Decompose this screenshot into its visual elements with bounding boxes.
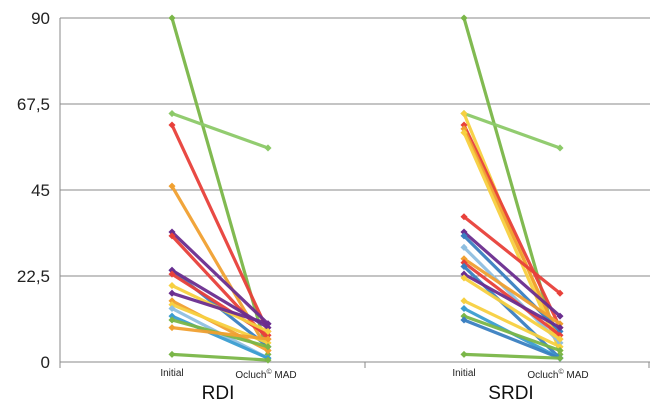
series-line xyxy=(462,111,562,150)
data-point xyxy=(168,121,176,129)
data-point xyxy=(460,262,468,270)
series-line xyxy=(170,352,270,362)
data-point xyxy=(460,243,468,251)
data-point xyxy=(460,316,468,324)
data-point xyxy=(264,343,272,351)
data-point xyxy=(556,144,564,152)
series-line xyxy=(462,318,562,360)
data-point xyxy=(168,289,176,297)
data-point xyxy=(168,270,176,278)
x-label-initial: Initial xyxy=(452,368,475,379)
data-point xyxy=(460,304,468,313)
data-point xyxy=(168,266,176,274)
series-line xyxy=(170,326,270,341)
x-label-ocluch-mad: Ocluch© MAD xyxy=(527,368,588,381)
data-point xyxy=(264,320,272,328)
data-point xyxy=(264,144,272,152)
group-label: SRDI xyxy=(488,383,533,404)
data-point xyxy=(168,312,176,320)
series-line xyxy=(462,257,562,326)
x-label-ocluch: Ocluch xyxy=(235,370,266,381)
data-point xyxy=(556,354,564,362)
x-label-initial: Initial xyxy=(160,368,183,379)
data-point xyxy=(556,335,564,343)
data-point xyxy=(168,301,176,309)
series-line xyxy=(462,123,562,330)
data-point xyxy=(556,346,564,355)
data-point xyxy=(264,346,272,355)
data-point xyxy=(460,125,468,133)
data-point xyxy=(168,282,176,290)
series-line xyxy=(462,261,562,337)
data-point xyxy=(460,270,468,278)
data-point xyxy=(460,213,468,221)
data-point xyxy=(168,182,176,190)
data-point xyxy=(264,356,272,364)
series-line xyxy=(170,111,270,150)
x-label-ocluch-mad: Ocluch© MAD xyxy=(235,368,296,381)
series-line xyxy=(170,123,270,334)
data-point xyxy=(460,129,468,137)
data-point xyxy=(168,14,176,22)
data-point xyxy=(168,110,176,118)
data-point xyxy=(460,14,468,22)
y-tick-label: 45 xyxy=(31,181,50,200)
data-point xyxy=(168,316,176,324)
data-point xyxy=(264,335,272,343)
data-point xyxy=(460,259,468,267)
series-line xyxy=(462,215,562,295)
data-point xyxy=(460,274,468,282)
series-line xyxy=(462,352,562,360)
data-point xyxy=(460,312,468,320)
series-line xyxy=(462,276,562,341)
x-label-mad: MAD xyxy=(564,370,589,381)
data-point xyxy=(556,312,564,320)
series-line xyxy=(462,272,562,330)
data-point xyxy=(460,297,468,305)
y-tick-label: 0 xyxy=(41,353,50,372)
y-tick-label: 90 xyxy=(31,9,50,28)
series-line xyxy=(170,291,270,326)
data-point xyxy=(168,228,176,236)
data-point xyxy=(168,297,176,305)
data-point xyxy=(460,255,468,263)
series-line xyxy=(170,230,270,326)
data-point xyxy=(264,327,272,335)
series-line xyxy=(462,299,562,349)
data-point xyxy=(460,232,468,240)
y-tick-label: 22,5 xyxy=(17,267,50,286)
data-point xyxy=(168,350,176,358)
series-line xyxy=(462,230,562,318)
data-point xyxy=(460,110,468,118)
data-point xyxy=(460,228,468,236)
x-label-copyright-mark: © xyxy=(266,368,272,376)
data-point xyxy=(168,304,176,313)
x-label-ocluch: Ocluch xyxy=(527,370,558,381)
series-line xyxy=(170,234,270,341)
x-label-mad: MAD xyxy=(272,370,297,381)
series-line xyxy=(462,245,562,345)
data-point xyxy=(460,350,468,358)
series-lines xyxy=(168,14,564,364)
series-line xyxy=(462,234,562,334)
data-point xyxy=(556,289,564,297)
group-label: RDI xyxy=(202,383,235,404)
y-tick-label: 67,5 xyxy=(17,95,50,114)
x-label-copyright-mark: © xyxy=(558,368,564,376)
series-line xyxy=(462,16,562,356)
rdi-series-group xyxy=(168,14,272,364)
axes xyxy=(59,18,650,368)
y-tick-labels: 0 22,5 45 67,5 90 xyxy=(17,9,50,372)
data-point xyxy=(556,324,564,332)
data-point xyxy=(460,121,468,129)
gridlines xyxy=(60,17,650,277)
srdi-series-group xyxy=(460,14,564,362)
series-line xyxy=(462,314,562,353)
data-point xyxy=(168,324,176,332)
data-point xyxy=(264,331,272,339)
data-point xyxy=(168,232,176,240)
